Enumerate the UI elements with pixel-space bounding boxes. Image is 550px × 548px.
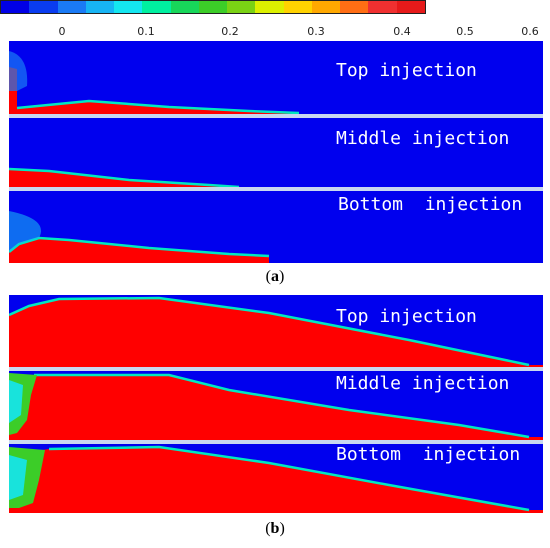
colorbar-segment [340, 1, 369, 13]
panel-separator [9, 187, 543, 191]
inlet-plume [9, 455, 27, 500]
sediment-fill [9, 238, 269, 263]
colorbar-tick: 0 [58, 25, 66, 38]
colorbar-segment [198, 1, 228, 13]
caption-letter: b [270, 520, 280, 537]
caption-a: (a) [255, 268, 295, 286]
panel-label-a-middle: Middle injection [336, 128, 510, 149]
inlet-plume [9, 51, 28, 91]
colorbar-tick: 0.4 [393, 25, 411, 38]
colorbar-segment [1, 1, 30, 13]
inlet-plume [9, 211, 41, 252]
caption-open: ( [265, 268, 271, 285]
colorbar-segment [255, 1, 284, 13]
colorbar-segment [57, 1, 86, 13]
sediment-edge [16, 99, 300, 115]
colorbar-segment [368, 1, 397, 13]
colorbar-tick: 0.3 [307, 25, 325, 38]
figure-b-contours [9, 295, 543, 513]
colorbar-tick: 0.5 [456, 25, 474, 38]
caption-close: ) [279, 520, 285, 537]
sediment-fill [9, 447, 543, 513]
panel-label-b-top: Top injection [336, 306, 477, 327]
colorbar-segment [283, 1, 312, 13]
colorbar-segment [311, 1, 341, 13]
colorbar [0, 0, 426, 14]
panel-separator [9, 367, 543, 371]
panel-label-a-bottom: Bottom injection [338, 194, 523, 215]
water-background [9, 41, 543, 263]
sediment-fill [9, 375, 543, 440]
colorbar-segment [29, 1, 58, 13]
caption-close: ) [279, 268, 285, 285]
panel-separator [9, 440, 543, 444]
caption-letter: a [271, 268, 279, 285]
sediment-edge [48, 445, 530, 512]
colorbar-tick: 0.6 [521, 25, 539, 38]
panel-label-a-top: Top injection [336, 60, 477, 81]
sediment-edge [34, 373, 530, 439]
colorbar-segment [170, 1, 199, 13]
sediment-fill [9, 298, 543, 367]
panel-separator [9, 114, 543, 118]
panel-label-b-middle: Middle injection [336, 373, 510, 394]
colorbar-segment [114, 1, 143, 13]
figure-a-contours [9, 41, 543, 263]
inlet-plume [9, 380, 23, 423]
panel-label-b-bottom: Bottom injection [336, 444, 521, 465]
sediment-edge [9, 167, 240, 189]
colorbar-tick: 0.2 [221, 25, 239, 38]
sediment-edge [9, 296, 530, 367]
colorbar-segment [396, 1, 425, 13]
colorbar-segment [142, 1, 171, 13]
caption-b: (b) [255, 520, 295, 538]
colorbar-segment [227, 1, 256, 13]
colorbar-tick: 0.1 [137, 25, 155, 38]
colorbar-segment [85, 1, 115, 13]
caption-open: ( [265, 520, 271, 537]
